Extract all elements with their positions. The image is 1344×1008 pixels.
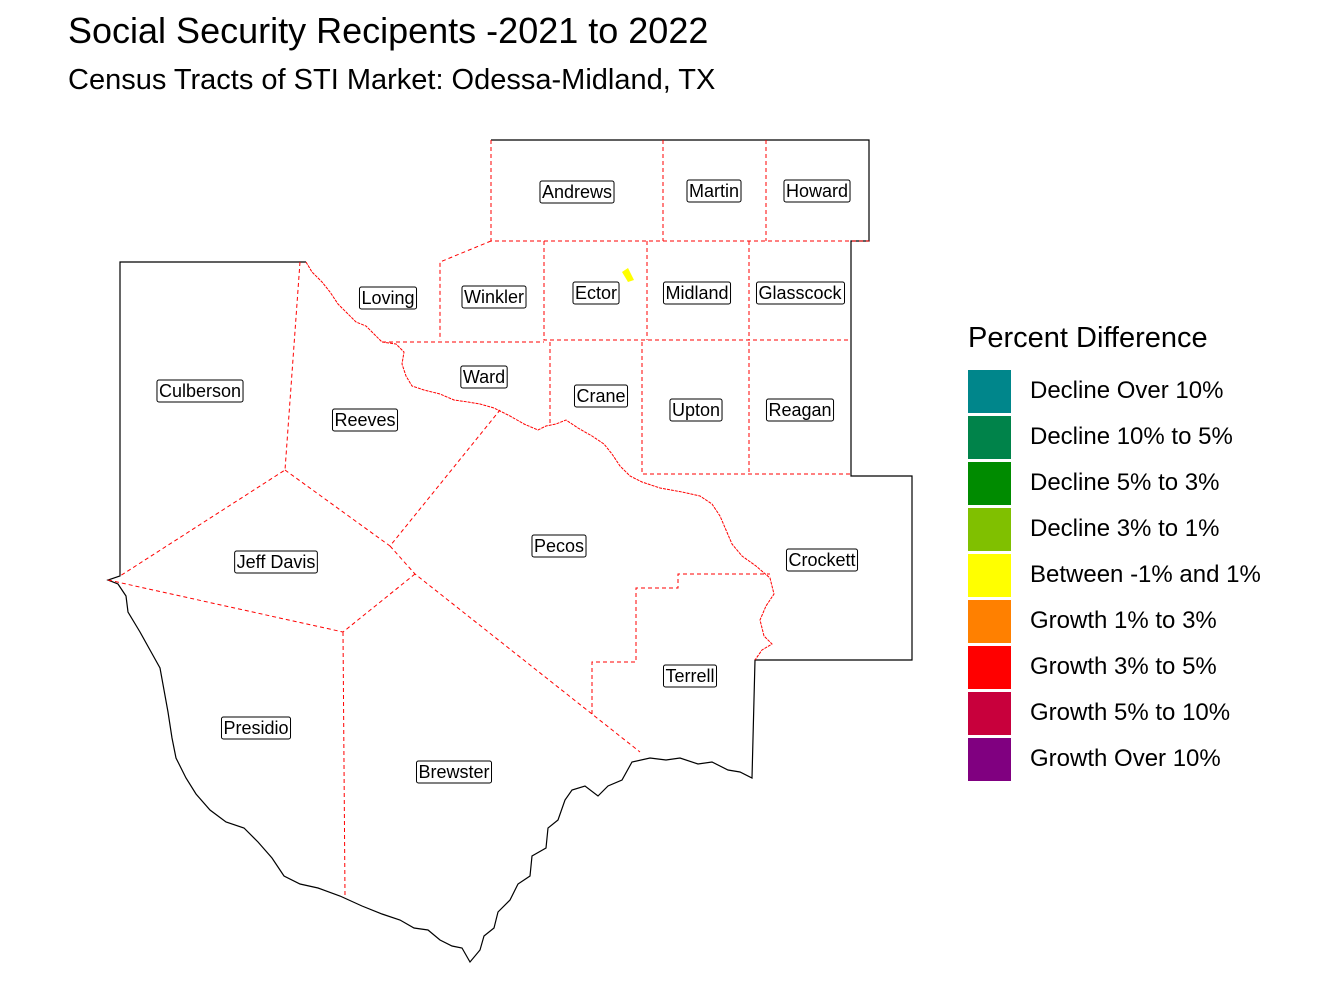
legend-swatch bbox=[968, 553, 1011, 597]
legend-label: Growth 1% to 3% bbox=[1030, 607, 1217, 634]
county-name: Howard bbox=[786, 181, 848, 201]
legend-swatch bbox=[968, 415, 1011, 459]
map-subtitle: Census Tracts of STI Market: Odessa-Midl… bbox=[68, 64, 716, 96]
county-label-glasscock: Glasscock bbox=[755, 281, 846, 305]
highlighted-tract bbox=[622, 268, 634, 282]
legend-label: Growth Over 10% bbox=[1030, 745, 1221, 772]
legend-label: Growth 5% to 10% bbox=[1030, 699, 1231, 726]
county-label-box bbox=[331, 408, 399, 432]
county-label-box bbox=[662, 281, 732, 305]
county-name: Reagan bbox=[768, 400, 831, 420]
county-label-box bbox=[531, 534, 587, 558]
county-label-box bbox=[234, 550, 318, 574]
county-label-winkler: Winkler bbox=[461, 285, 527, 309]
county-label-ward: Ward bbox=[460, 365, 508, 389]
legend-swatch bbox=[968, 507, 1011, 551]
county-label-ector: Ector bbox=[572, 281, 620, 305]
legend-item: Decline 3% to 1% bbox=[968, 506, 1261, 552]
county-name: Ward bbox=[463, 367, 505, 387]
county-label-box bbox=[785, 548, 859, 572]
county-name: Midland bbox=[665, 283, 728, 303]
county-label-box bbox=[783, 179, 851, 203]
legend-label: Growth 3% to 5% bbox=[1030, 653, 1217, 680]
legend-label: Decline 10% to 5% bbox=[1030, 423, 1233, 450]
county-label-box bbox=[156, 379, 244, 403]
legend-item: Between -1% and 1% bbox=[968, 552, 1261, 598]
legend-items: Decline Over 10% Decline 10% to 5% Decline… bbox=[968, 368, 1261, 782]
county-name: Terrell bbox=[665, 666, 714, 686]
county-label-box bbox=[220, 716, 292, 740]
legend-swatch bbox=[968, 599, 1011, 643]
county-label-box bbox=[539, 180, 615, 204]
market-outer-border bbox=[106, 139, 913, 964]
legend-label: Decline 5% to 3% bbox=[1030, 469, 1220, 496]
legend-swatch bbox=[968, 737, 1011, 781]
legend-item: Growth 3% to 5% bbox=[968, 644, 1261, 690]
county-label-box bbox=[358, 286, 418, 310]
legend-label: Decline Over 10% bbox=[1030, 377, 1224, 404]
county-name: Reeves bbox=[334, 410, 395, 430]
county-label-terrell: Terrell bbox=[662, 664, 718, 688]
county-label-midland: Midland bbox=[662, 281, 732, 305]
county-label-culberson: Culberson bbox=[156, 379, 244, 403]
county-label-pecos: Pecos bbox=[531, 534, 587, 558]
legend-item: Decline 10% to 5% bbox=[968, 414, 1261, 460]
county-label-upton: Upton bbox=[669, 398, 723, 422]
county-label-andrews: Andrews bbox=[539, 180, 615, 204]
legend-swatch bbox=[968, 691, 1011, 735]
county-label-reagan: Reagan bbox=[765, 398, 835, 422]
legend: Percent Difference Decline Over 10% Decli… bbox=[968, 320, 1261, 782]
county-name: Ector bbox=[575, 283, 617, 303]
river-border bbox=[305, 261, 775, 661]
legend-swatch bbox=[968, 461, 1011, 505]
county-map: Andrews Martin Howard Loving Winkler Ector Mid… bbox=[106, 139, 913, 964]
county-label-box bbox=[765, 398, 835, 422]
county-borders bbox=[107, 140, 869, 897]
map-title: Social Security Recipents -2021 to 2022 bbox=[68, 10, 709, 51]
county-label-box bbox=[573, 384, 629, 408]
county-label-box bbox=[662, 664, 718, 688]
legend-item: Growth Over 10% bbox=[968, 736, 1261, 782]
legend-label: Decline 3% to 1% bbox=[1030, 515, 1220, 542]
county-name: Martin bbox=[689, 181, 739, 201]
county-name: Presidio bbox=[223, 718, 288, 738]
county-label-box bbox=[669, 398, 723, 422]
county-label-box bbox=[686, 179, 742, 203]
county-label-crane: Crane bbox=[573, 384, 629, 408]
legend-label: Between -1% and 1% bbox=[1030, 561, 1261, 588]
county-label-presidio: Presidio bbox=[220, 716, 292, 740]
county-label-box bbox=[415, 760, 493, 784]
legend-item: Decline 5% to 3% bbox=[968, 460, 1261, 506]
county-label-box bbox=[461, 285, 527, 309]
county-label-crockett: Crockett bbox=[785, 548, 859, 572]
county-name: Brewster bbox=[418, 762, 489, 782]
legend-item: Growth 1% to 3% bbox=[968, 598, 1261, 644]
county-label-box bbox=[755, 281, 846, 305]
county-label-loving: Loving bbox=[358, 286, 418, 310]
county-label-martin: Martin bbox=[686, 179, 742, 203]
county-label-brewster: Brewster bbox=[415, 760, 493, 784]
county-name: Loving bbox=[361, 288, 414, 308]
legend-swatch bbox=[968, 645, 1011, 689]
county-name: Winkler bbox=[464, 287, 524, 307]
county-label-reeves: Reeves bbox=[331, 408, 399, 432]
county-label-jeff-davis: Jeff Davis bbox=[234, 550, 318, 574]
county-label-box bbox=[460, 365, 508, 389]
county-labels: Andrews Martin Howard Loving Winkler Ector Mid… bbox=[156, 179, 859, 784]
county-name: Crockett bbox=[788, 550, 855, 570]
county-name: Glasscock bbox=[758, 283, 842, 303]
county-name: Jeff Davis bbox=[237, 552, 316, 572]
county-label-box bbox=[572, 281, 620, 305]
county-name: Crane bbox=[576, 386, 625, 406]
county-name: Culberson bbox=[159, 381, 241, 401]
county-label-howard: Howard bbox=[783, 179, 851, 203]
county-name: Andrews bbox=[542, 182, 612, 202]
legend-item: Decline Over 10% bbox=[968, 368, 1261, 414]
legend-swatch bbox=[968, 369, 1011, 413]
county-name: Upton bbox=[672, 400, 720, 420]
legend-title: Percent Difference bbox=[968, 322, 1208, 354]
county-name: Pecos bbox=[534, 536, 584, 556]
legend-item: Growth 5% to 10% bbox=[968, 690, 1261, 736]
